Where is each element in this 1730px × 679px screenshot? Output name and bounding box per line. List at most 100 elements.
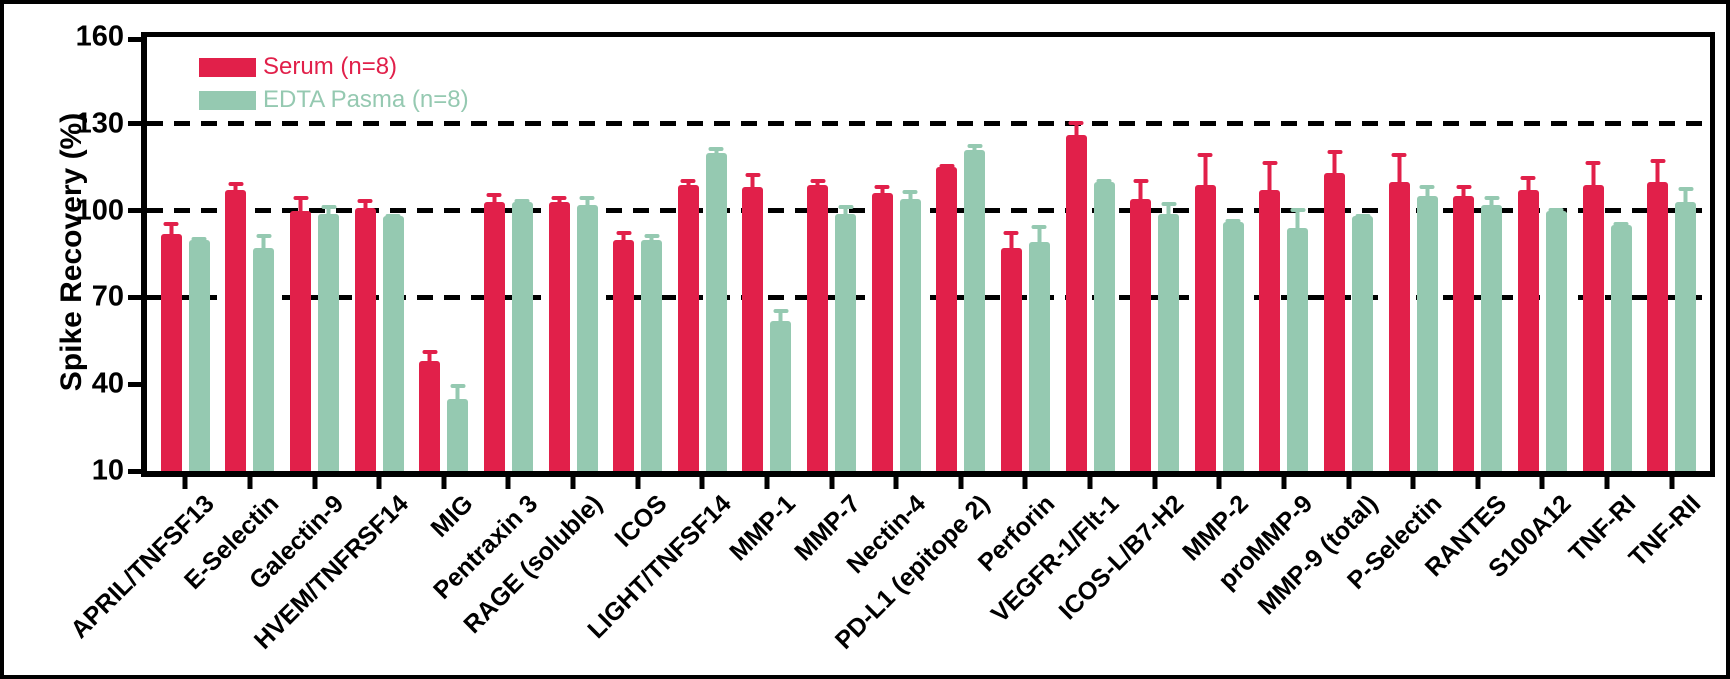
legend: Serum (n=8) EDTA Pasma (n=8) xyxy=(199,55,469,112)
bar-group: ICOS-L/B7-H2 xyxy=(1053,37,1189,625)
bar-pair xyxy=(419,349,469,471)
x-tick-mark xyxy=(958,477,964,489)
edta-plasma-bar-wrap xyxy=(253,233,275,471)
serum-bar xyxy=(1582,184,1604,471)
error-bar-cap xyxy=(838,204,854,209)
x-tick-mark xyxy=(1669,477,1675,489)
error-bar xyxy=(1197,152,1213,188)
edta-plasma-bar xyxy=(835,213,857,471)
serum-bar-wrap xyxy=(1000,230,1022,471)
x-tick-mark xyxy=(376,477,382,489)
error-bar-cap xyxy=(1484,196,1500,201)
x-tick-mark xyxy=(1087,477,1093,489)
bar-pair xyxy=(677,146,727,471)
serum-bar-wrap xyxy=(1582,161,1604,471)
edta-plasma-bar-wrap xyxy=(1222,219,1244,471)
x-tick-mark xyxy=(1346,477,1352,489)
edta-plasma-bar-wrap xyxy=(899,190,921,471)
serum-bar-wrap xyxy=(1324,149,1346,471)
edta-plasma-bar xyxy=(1028,242,1050,471)
error-bar-cap xyxy=(422,349,438,354)
error-bar-cap xyxy=(902,190,918,195)
bar-pair xyxy=(1324,149,1374,471)
edta-plasma-bar-wrap xyxy=(511,199,533,471)
error-bar-cap xyxy=(228,181,244,186)
edta-plasma-bar xyxy=(1352,216,1374,471)
serum-bar xyxy=(548,201,570,471)
serum-bar xyxy=(1130,199,1152,471)
serum-bar xyxy=(1517,190,1539,471)
y-tick-mark-40 xyxy=(128,381,141,387)
y-tick-label-40: 40 xyxy=(91,367,124,400)
edta-plasma-bar xyxy=(1158,213,1180,471)
error-bar-cap xyxy=(680,178,696,183)
error-bar-cap xyxy=(450,384,466,389)
error-bar-cap xyxy=(1456,184,1472,189)
serum-bar-wrap xyxy=(1130,178,1152,471)
y-tick-label-100: 100 xyxy=(75,194,124,227)
edta-plasma-bar-wrap xyxy=(1352,213,1374,471)
edta-plasma-bar xyxy=(1610,225,1632,471)
edta-plasma-bar xyxy=(318,213,340,471)
y-tick-label-70: 70 xyxy=(91,280,124,313)
error-bar-cap xyxy=(1262,161,1278,166)
y-tick-mark-160 xyxy=(128,37,141,42)
edta-plasma-bar xyxy=(1675,201,1697,471)
bar-group: Nectin-4 xyxy=(841,37,931,579)
y-tick-label-10: 10 xyxy=(91,454,124,487)
x-tick-mark xyxy=(1539,477,1545,489)
y-tick-mark-70 xyxy=(128,294,141,300)
legend-swatch-edta-plasma xyxy=(199,90,256,110)
edta-plasma-bar-wrap xyxy=(1545,207,1567,471)
x-tick-mark xyxy=(505,477,511,489)
bar-group: MMP-2 xyxy=(1177,37,1254,566)
serum-bar-wrap xyxy=(160,222,182,471)
legend-swatch-serum xyxy=(199,57,256,77)
error-bar xyxy=(1391,152,1407,185)
bar-group: MMP-9 (total) xyxy=(1252,37,1383,620)
serum-bar xyxy=(354,207,376,471)
serum-bar-wrap xyxy=(1065,120,1087,471)
error-bar-cap xyxy=(1391,152,1407,157)
serum-bar xyxy=(807,184,829,471)
error-bar-cap xyxy=(293,196,309,201)
serum-bar xyxy=(1647,181,1669,471)
serum-bar xyxy=(1324,173,1346,471)
y-axis-title: Spike Recovery (%) xyxy=(55,112,88,392)
x-tick-mark xyxy=(247,477,253,489)
edta-plasma-bar xyxy=(576,204,598,471)
edta-plasma-bar xyxy=(705,152,727,471)
serum-bar xyxy=(1453,196,1475,471)
error-bar-cap xyxy=(1197,152,1213,157)
serum-bar xyxy=(1259,190,1281,471)
serum-bar-wrap xyxy=(419,349,441,471)
bar-group: S100A12 xyxy=(1483,37,1577,583)
x-tick-mark xyxy=(1410,477,1416,489)
edta-plasma-bar-wrap xyxy=(1093,178,1115,471)
edta-plasma-bar-wrap xyxy=(641,233,663,471)
serum-bar xyxy=(225,190,247,471)
x-tick-mark xyxy=(1281,477,1287,489)
error-bar-cap xyxy=(1650,158,1666,163)
edta-plasma-bar xyxy=(964,149,986,471)
legend-item-serum: Serum (n=8) xyxy=(199,55,469,79)
error-bar-cap xyxy=(874,184,890,189)
edta-plasma-bar xyxy=(899,199,921,471)
bar-group: LIGHT/TNFSF14 xyxy=(582,37,737,644)
bar-group: PD-L1 (epitope 2) xyxy=(830,37,995,655)
legend-item-edta-plasma: EDTA Pasma (n=8) xyxy=(199,88,469,112)
bar-pair xyxy=(225,181,275,471)
error-bar-cap xyxy=(1133,178,1149,183)
edta-plasma-bar-wrap xyxy=(964,144,986,471)
edta-plasma-bar-wrap xyxy=(835,204,857,471)
serum-bar-wrap xyxy=(1517,175,1539,471)
error-bar-cap xyxy=(486,193,502,198)
edta-plasma-bar-wrap xyxy=(1287,207,1309,471)
bar-pair xyxy=(354,199,404,471)
error-bar-cap xyxy=(616,230,632,235)
edta-plasma-bar-wrap xyxy=(1610,222,1632,471)
plot-area: 10 40 70 100 130 160 APRIL/TNFSF13 E-Selectin G… xyxy=(65,22,1715,655)
edta-plasma-bar-wrap xyxy=(188,236,210,471)
edta-plasma-bar-wrap xyxy=(447,384,469,471)
